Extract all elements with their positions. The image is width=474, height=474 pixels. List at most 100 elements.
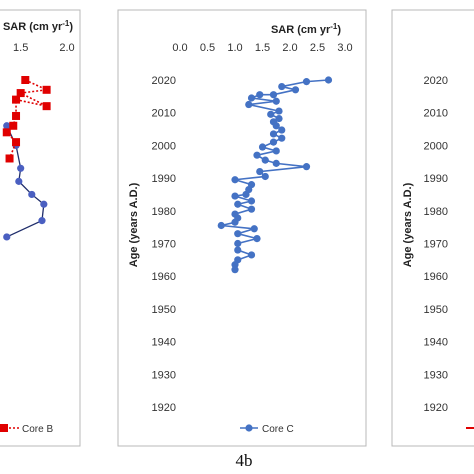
right-y-tick-label: 1970 bbox=[424, 239, 448, 251]
center-y-axis-title: Age (years A.D.) bbox=[128, 182, 140, 267]
core-c-point bbox=[231, 192, 239, 200]
core-c-point bbox=[261, 172, 269, 181]
core-c-point bbox=[253, 151, 261, 159]
core-c-point bbox=[269, 138, 278, 146]
left-x-axis-title: SAR (cm yr-1) bbox=[3, 19, 73, 33]
right-y-tick-label: 1920 bbox=[424, 402, 448, 414]
center-y-tick-label: 2000 bbox=[152, 140, 176, 152]
left-navy-point bbox=[15, 177, 23, 185]
core-c-point bbox=[242, 190, 250, 199]
left-navy-point bbox=[3, 122, 11, 130]
left-panel: SAR (cm yr-1) 1.5 2.0 Core B bbox=[0, 19, 75, 435]
core-c-point bbox=[278, 126, 286, 134]
core-c-point bbox=[245, 100, 253, 109]
center-y-tick-label: 1930 bbox=[152, 369, 176, 381]
left-navy-point bbox=[17, 164, 25, 172]
core-c-point bbox=[234, 239, 242, 248]
right-y-axis-title: Age (years A.D.) bbox=[402, 182, 414, 267]
core-c-point bbox=[275, 114, 283, 123]
core-b-legend-marker bbox=[0, 424, 8, 432]
core-c-point bbox=[231, 218, 239, 226]
core-c-point bbox=[247, 205, 256, 213]
left-navy-point bbox=[40, 200, 48, 208]
core-c-point bbox=[234, 200, 242, 208]
right-panel: 2020 2010 2000 1990 1980 1970 1960 1950 1940 1930… bbox=[402, 75, 474, 429]
center-y-tick-label: 1950 bbox=[152, 304, 176, 316]
core-c-point bbox=[234, 246, 242, 254]
core-c-point bbox=[278, 82, 286, 91]
left-navy-point bbox=[38, 217, 46, 225]
core-b-point bbox=[42, 85, 51, 94]
center-x-tick-label: 1.0 bbox=[227, 42, 242, 54]
core-b-point bbox=[9, 121, 18, 130]
center-panel-frame bbox=[117, 9, 367, 447]
center-x-tick-label: 0.0 bbox=[172, 42, 187, 54]
core-b-point bbox=[12, 111, 21, 120]
core-b-point bbox=[42, 102, 51, 111]
left-navy-point bbox=[3, 233, 11, 241]
center-x-tick-label: 3.0 bbox=[337, 42, 352, 54]
left-navy-point bbox=[28, 190, 36, 199]
core-c-point bbox=[247, 94, 256, 102]
center-y-tick-label: 1940 bbox=[152, 337, 176, 349]
core-c-point bbox=[275, 107, 283, 115]
core-c-point bbox=[302, 163, 311, 171]
core-b-line bbox=[5, 79, 50, 159]
center-y-tick-label: 2020 bbox=[152, 75, 176, 87]
right-panel-frame bbox=[391, 9, 474, 447]
center-y-tick-label: 1920 bbox=[152, 402, 176, 414]
left-x-tick-label: 1.5 bbox=[13, 42, 28, 54]
core-c-point bbox=[272, 159, 280, 167]
core-c-point bbox=[231, 266, 239, 274]
center-y-tick-label: 1960 bbox=[152, 271, 176, 283]
core-b-point bbox=[2, 128, 11, 137]
core-b-point bbox=[16, 89, 25, 98]
core-c-point bbox=[247, 251, 256, 259]
center-y-tick-label: 1990 bbox=[152, 173, 176, 185]
right-y-tick-label: 1940 bbox=[424, 337, 448, 349]
core-c-point bbox=[272, 122, 280, 130]
core-c-point bbox=[234, 230, 242, 238]
core-b-point bbox=[5, 154, 14, 163]
core-c-point bbox=[258, 143, 267, 151]
center-y-tick-label: 2010 bbox=[152, 108, 176, 120]
core-c-point bbox=[247, 197, 256, 205]
core-c-point bbox=[267, 110, 275, 118]
core-c-point bbox=[256, 91, 264, 99]
center-panel: SAR (cm yr-1) 0.0 0.5 1.0 1.5 2.0 2.5 3.0 2020… bbox=[128, 22, 353, 435]
core-b-point bbox=[21, 76, 30, 84]
left-x-tick-label: 2.0 bbox=[59, 42, 74, 54]
right-y-tick-label: 1950 bbox=[424, 304, 448, 316]
core-c-point bbox=[272, 97, 280, 105]
core-c-legend-marker bbox=[245, 424, 253, 432]
core-c-point bbox=[231, 176, 239, 184]
right-y-tick-label: 1990 bbox=[424, 173, 448, 185]
right-y-tick-label: 1930 bbox=[424, 369, 448, 381]
center-y-tick-label: 1970 bbox=[152, 239, 176, 251]
core-c-point bbox=[261, 156, 269, 164]
core-c-point bbox=[217, 221, 225, 230]
center-x-tick-label: 1.5 bbox=[255, 42, 270, 54]
center-x-tick-label: 2.0 bbox=[282, 42, 297, 54]
core-c-point bbox=[278, 134, 286, 142]
core-c-legend-label: Core C bbox=[262, 424, 294, 435]
left-panel-frame bbox=[0, 9, 81, 447]
center-x-axis-title: SAR (cm yr-1) bbox=[271, 22, 341, 36]
figure-label: 4b bbox=[236, 451, 253, 470]
core-c-point bbox=[272, 147, 280, 155]
right-y-tick-label: 2010 bbox=[424, 108, 448, 120]
core-b-point bbox=[12, 95, 21, 104]
core-c-point bbox=[253, 234, 261, 243]
core-c-point bbox=[291, 86, 300, 94]
core-c-point bbox=[302, 78, 311, 86]
center-x-tick-label: 0.5 bbox=[200, 42, 215, 54]
core-b-point bbox=[12, 138, 21, 147]
center-y-tick-label: 1980 bbox=[152, 206, 176, 218]
core-c-point bbox=[256, 167, 264, 176]
right-y-tick-label: 2020 bbox=[424, 75, 448, 87]
core-c-point bbox=[269, 91, 278, 99]
core-b-legend-label: Core B bbox=[22, 424, 53, 435]
right-y-tick-label: 1960 bbox=[424, 271, 448, 283]
core-c-point bbox=[269, 130, 278, 138]
